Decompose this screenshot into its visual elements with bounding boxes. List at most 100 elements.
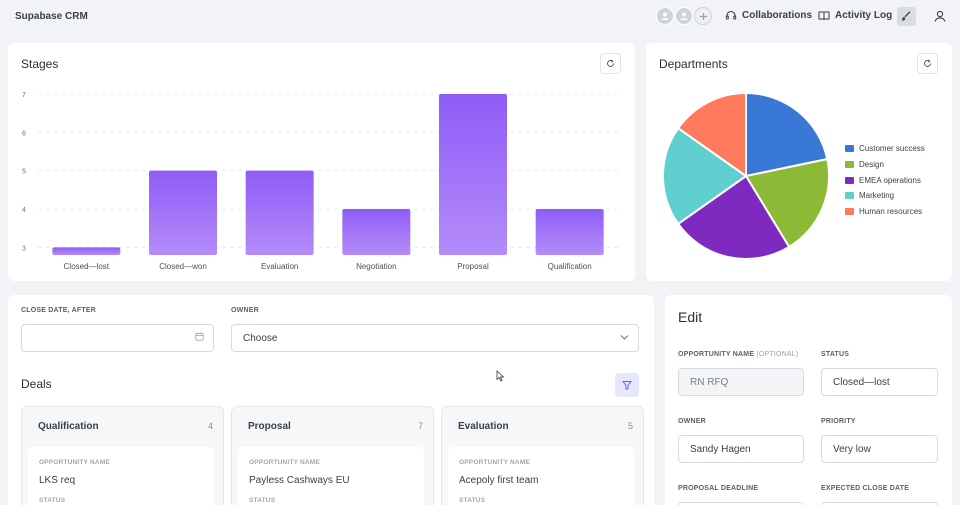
legend-item[interactable]: Design (845, 157, 925, 173)
bar[interactable] (52, 247, 121, 255)
legend-item[interactable]: Human resources (845, 204, 925, 220)
x-tick-label: Qualification (548, 262, 592, 271)
priority-value: Very low (833, 443, 871, 455)
bar[interactable] (439, 94, 507, 255)
status-select[interactable]: Closed—lost (821, 368, 938, 396)
departments-pie-chart (662, 91, 830, 260)
top-bar: Supabase CRM Collaborations Activity Log (0, 0, 960, 33)
proposal-deadline-label: PROPOSAL DEADLINE (678, 485, 759, 492)
legend-swatch (845, 208, 854, 216)
bar[interactable] (149, 170, 217, 255)
pie-slice[interactable] (676, 174, 791, 260)
book-icon (818, 11, 830, 21)
pie-slice[interactable] (744, 157, 830, 249)
app-title: Supabase CRM (15, 11, 88, 22)
stages-title: Stages (21, 57, 59, 71)
pie-slice[interactable] (676, 91, 747, 178)
opportunity-label: OPPORTUNITY NAME (249, 459, 320, 466)
legend-label: Design (859, 160, 884, 170)
user-menu-button[interactable] (933, 9, 947, 28)
priority-label: PRIORITY (821, 418, 856, 425)
opportunity-name-input[interactable]: RN RFQ (678, 368, 804, 396)
y-tick-label: 6 (22, 130, 26, 137)
deal-card[interactable]: OPPORTUNITY NAME LKS req STATUS (28, 447, 214, 505)
legend-swatch (845, 161, 854, 169)
collaborator-avatars (656, 7, 713, 25)
priority-select[interactable]: Very low (821, 435, 938, 463)
collaborations-button[interactable]: Collaborations (725, 10, 812, 21)
close-date-label: CLOSE DATE, AFTER (21, 307, 96, 314)
legend-label: Customer success (859, 144, 925, 154)
y-tick-label: 7 (22, 92, 26, 99)
deal-card[interactable]: OPPORTUNITY NAME Acepoly first team STAT… (448, 447, 634, 505)
refresh-icon (607, 59, 614, 67)
expected-close-date-label: EXPECTED CLOSE DATE (821, 485, 910, 492)
legend-label: Marketing (859, 191, 895, 201)
pie-slice[interactable] (745, 91, 829, 178)
filter-icon (622, 381, 632, 390)
edit-card: Edit OPPORTUNITY NAME (OPTIONAL) RN RFQ … (665, 295, 952, 505)
legend-label: EMEA operations (859, 175, 921, 185)
activity-log-button[interactable]: Activity Log (818, 10, 892, 21)
opportunity-name: Payless Cashways EU (249, 475, 350, 486)
stages-refresh-button[interactable] (600, 53, 621, 74)
y-tick-label: 4 (22, 207, 26, 214)
legend-swatch (845, 176, 854, 184)
owner-select-value: Choose (243, 332, 278, 344)
status-label: STATUS (39, 497, 66, 504)
x-tick-label: Evaluation (261, 262, 298, 271)
opportunity-name-value: RN RFQ (690, 376, 729, 388)
x-tick-label: Closed—won (159, 262, 207, 271)
owner-input[interactable]: Sandy Hagen (678, 435, 804, 463)
close-date-input[interactable] (21, 324, 214, 352)
column-count: 7 (417, 421, 423, 431)
bar[interactable] (342, 209, 411, 255)
column-title: Proposal (248, 421, 291, 432)
add-collaborator-button[interactable] (694, 7, 712, 25)
x-tick-label: Closed—lost (64, 262, 110, 271)
expected-close-date-input[interactable] (821, 502, 938, 505)
edit-mode-button[interactable] (897, 7, 916, 26)
legend-item[interactable]: Customer success (845, 141, 925, 157)
status-label: STATUS (821, 351, 850, 358)
owner-label: OWNER (678, 418, 706, 425)
proposal-deadline-input[interactable] (678, 502, 804, 505)
departments-legend: Customer success Design EMEA operations Mar… (845, 141, 925, 219)
x-tick-label: Proposal (457, 262, 489, 271)
deal-card[interactable]: OPPORTUNITY NAME Payless Cashways EU STA… (238, 447, 424, 505)
deals-filter-button[interactable] (615, 373, 639, 397)
legend-item[interactable]: EMEA operations (845, 172, 925, 188)
x-tick-label: Negotiation (356, 262, 396, 271)
bar[interactable] (535, 209, 604, 255)
bar[interactable] (245, 170, 314, 255)
opportunity-name-label-text: OPPORTUNITY NAME (678, 351, 755, 358)
departments-refresh-button[interactable] (917, 53, 938, 74)
deal-column-evaluation: Evaluation 5 OPPORTUNITY NAME Acepoly fi… (441, 406, 644, 505)
refresh-icon (924, 59, 931, 67)
deals-title: Deals (21, 377, 52, 391)
user-icon (934, 10, 946, 22)
pie-slice[interactable] (662, 126, 748, 226)
plus-icon (699, 12, 707, 20)
deal-column-qualification: Qualification 4 OPPORTUNITY NAME LKS req… (21, 406, 224, 505)
avatar[interactable] (656, 7, 674, 25)
legend-label: Human resources (859, 207, 923, 217)
opportunity-name: LKS req (39, 475, 76, 486)
owner-value: Sandy Hagen (690, 443, 751, 455)
opportunity-label: OPPORTUNITY NAME (39, 459, 110, 466)
person-icon (680, 12, 688, 20)
owner-select[interactable]: Choose (231, 324, 639, 352)
legend-swatch (845, 192, 854, 200)
y-tick-label: 5 (22, 169, 26, 176)
legend-swatch (845, 145, 854, 153)
departments-title: Departments (659, 57, 728, 71)
calendar-icon (195, 332, 204, 344)
mouse-cursor-icon (496, 370, 505, 382)
headset-icon (725, 10, 737, 20)
person-icon (661, 12, 669, 20)
stages-bar-chart: 3 4 5 6 7 Closed—lost Closed—won Evaluation Neg… (22, 92, 618, 271)
edit-title: Edit (678, 309, 703, 325)
brush-icon (901, 11, 911, 21)
legend-item[interactable]: Marketing (845, 188, 925, 204)
avatar[interactable] (675, 7, 693, 25)
